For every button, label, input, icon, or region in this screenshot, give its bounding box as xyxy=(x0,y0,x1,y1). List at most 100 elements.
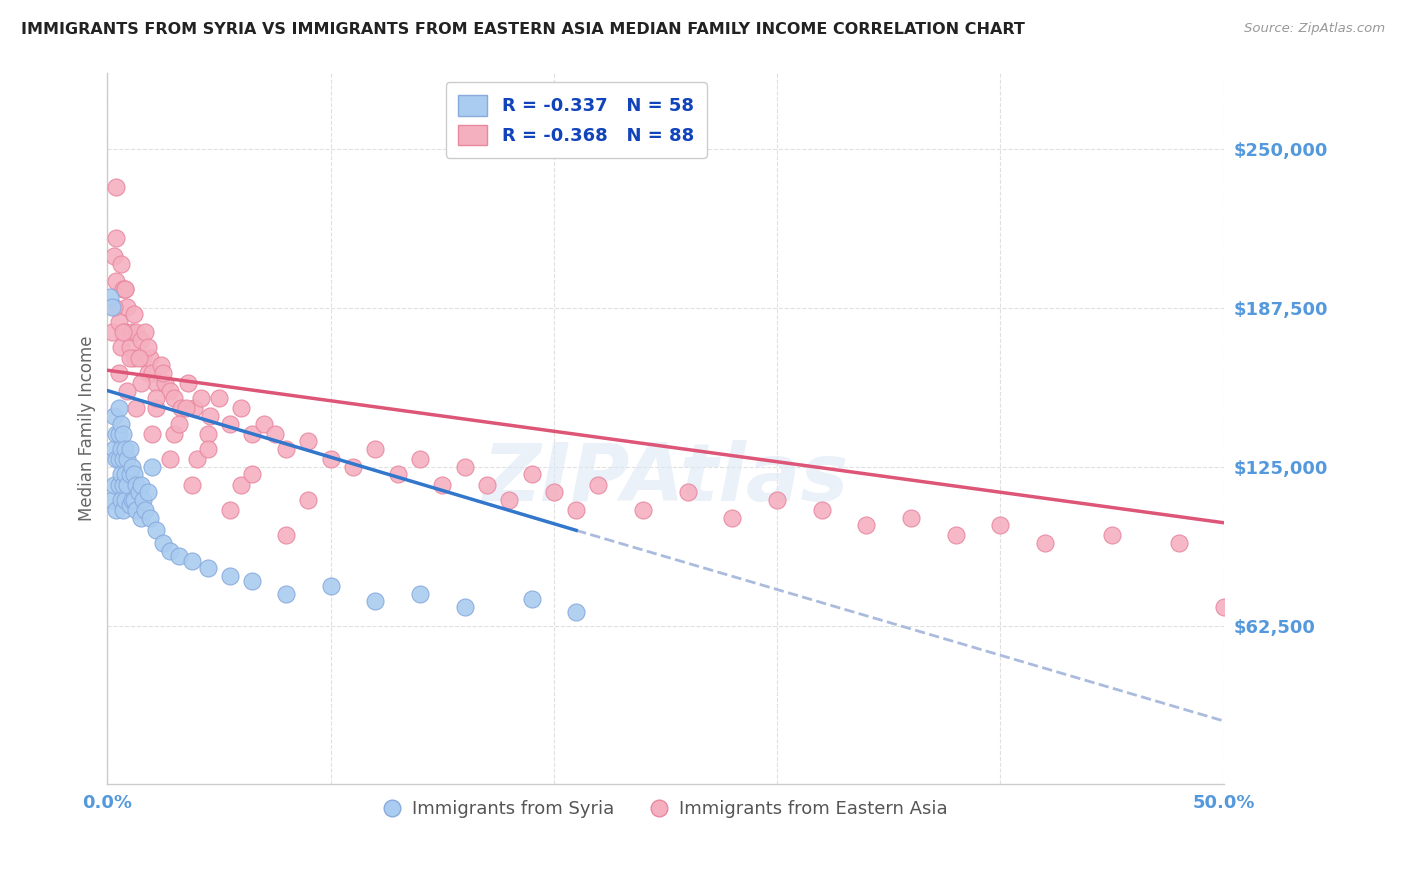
Point xyxy=(111,477,134,491)
Point xyxy=(342,459,364,474)
Point xyxy=(231,401,253,416)
Point xyxy=(520,467,543,482)
Text: Source: ZipAtlas.com: Source: ZipAtlas.com xyxy=(1244,22,1385,36)
Point xyxy=(122,467,145,482)
Point xyxy=(242,574,264,589)
Point xyxy=(159,452,181,467)
Point xyxy=(111,325,134,339)
Point xyxy=(107,477,129,491)
Point xyxy=(139,510,162,524)
Point xyxy=(543,485,565,500)
Point xyxy=(105,231,128,245)
Point xyxy=(498,492,520,507)
Point xyxy=(219,503,242,517)
Point xyxy=(190,391,212,405)
Point xyxy=(128,351,150,365)
Point xyxy=(105,503,128,517)
Point xyxy=(111,452,134,467)
Point xyxy=(101,325,124,339)
Point xyxy=(198,409,221,423)
Point xyxy=(134,325,156,339)
Point xyxy=(197,561,219,575)
Point xyxy=(197,442,219,456)
Point xyxy=(181,477,204,491)
Point xyxy=(114,282,136,296)
Point xyxy=(170,401,193,416)
Point xyxy=(103,409,125,423)
Point xyxy=(110,492,132,507)
Point xyxy=(111,426,134,441)
Point xyxy=(110,256,132,270)
Point xyxy=(121,459,143,474)
Point xyxy=(110,467,132,482)
Point xyxy=(117,300,139,314)
Point xyxy=(103,477,125,491)
Point xyxy=(111,282,134,296)
Point xyxy=(174,401,197,416)
Point xyxy=(149,358,172,372)
Point xyxy=(1167,536,1189,550)
Point xyxy=(107,426,129,441)
Point xyxy=(565,503,588,517)
Point xyxy=(155,376,177,390)
Point xyxy=(945,528,967,542)
Point xyxy=(274,587,297,601)
Point xyxy=(242,426,264,441)
Point xyxy=(128,485,150,500)
Point xyxy=(141,459,163,474)
Point xyxy=(125,477,148,491)
Point xyxy=(105,180,128,194)
Point xyxy=(253,417,276,431)
Point xyxy=(409,452,432,467)
Point xyxy=(103,300,125,314)
Point xyxy=(988,518,1011,533)
Point xyxy=(208,391,231,405)
Point xyxy=(520,591,543,606)
Point xyxy=(387,467,409,482)
Point xyxy=(159,384,181,398)
Point xyxy=(105,452,128,467)
Point xyxy=(145,376,167,390)
Point xyxy=(132,492,155,507)
Point xyxy=(101,300,124,314)
Point xyxy=(114,467,136,482)
Point xyxy=(114,492,136,507)
Point xyxy=(631,503,654,517)
Y-axis label: Median Family Income: Median Family Income xyxy=(79,336,96,522)
Point xyxy=(132,351,155,365)
Point xyxy=(186,452,208,467)
Point xyxy=(588,477,610,491)
Text: IMMIGRANTS FROM SYRIA VS IMMIGRANTS FROM EASTERN ASIA MEDIAN FAMILY INCOME CORRE: IMMIGRANTS FROM SYRIA VS IMMIGRANTS FROM… xyxy=(21,22,1025,37)
Legend: Immigrants from Syria, Immigrants from Eastern Asia: Immigrants from Syria, Immigrants from E… xyxy=(375,793,955,825)
Point xyxy=(900,510,922,524)
Point xyxy=(231,477,253,491)
Point xyxy=(107,315,129,329)
Point xyxy=(125,325,148,339)
Point xyxy=(129,333,152,347)
Point xyxy=(197,426,219,441)
Point xyxy=(117,452,139,467)
Point xyxy=(167,549,190,563)
Point xyxy=(163,426,186,441)
Point xyxy=(145,391,167,405)
Point xyxy=(117,477,139,491)
Point xyxy=(107,452,129,467)
Point xyxy=(177,376,200,390)
Point xyxy=(111,503,134,517)
Point xyxy=(122,492,145,507)
Point xyxy=(129,376,152,390)
Point xyxy=(103,249,125,263)
Point xyxy=(810,503,832,517)
Point xyxy=(152,536,174,550)
Point xyxy=(319,579,342,593)
Point xyxy=(110,442,132,456)
Point xyxy=(114,282,136,296)
Point xyxy=(409,587,432,601)
Text: ZIPAtlas: ZIPAtlas xyxy=(482,440,849,517)
Point xyxy=(721,510,744,524)
Point xyxy=(297,434,319,449)
Point xyxy=(319,452,342,467)
Point xyxy=(152,366,174,380)
Point xyxy=(219,417,242,431)
Point xyxy=(118,442,141,456)
